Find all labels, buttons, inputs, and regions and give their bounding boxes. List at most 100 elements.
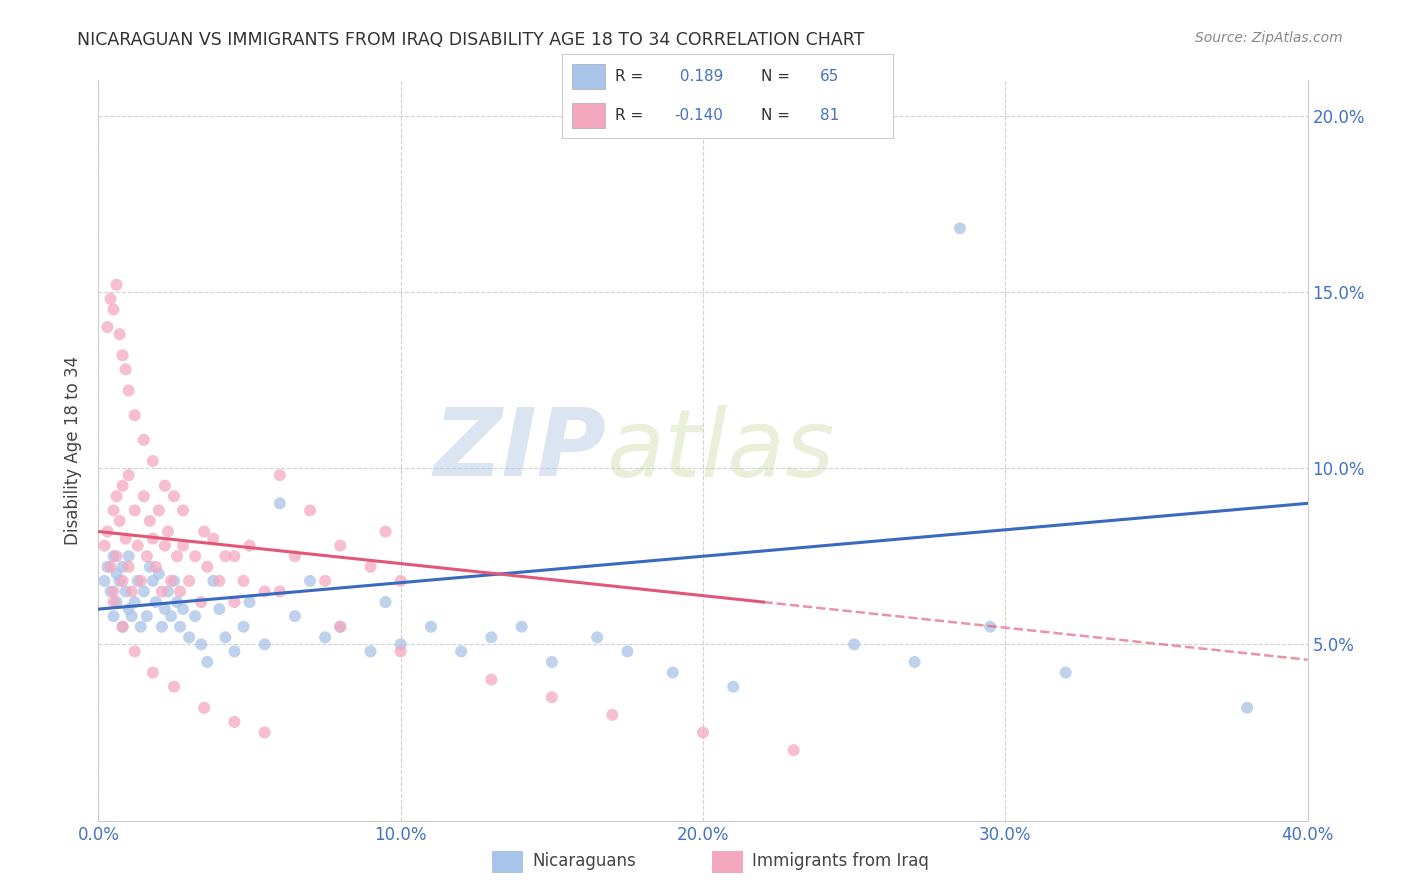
Point [540, 655, 562, 669]
Point [314, 574, 336, 588]
Point [269, 584, 291, 599]
Point [214, 630, 236, 644]
Point [96, 524, 118, 539]
Text: Immigrants from Iraq: Immigrants from Iraq [752, 852, 929, 871]
Point [195, 559, 218, 574]
Text: ZIP: ZIP [433, 404, 606, 497]
Point [105, 277, 128, 292]
Point [253, 584, 276, 599]
Point [253, 637, 276, 651]
Point [169, 620, 191, 634]
Point [661, 665, 683, 680]
Bar [711, 851, 744, 873]
Point [224, 714, 246, 729]
Point [214, 549, 236, 564]
Point [142, 665, 165, 680]
Point [124, 595, 146, 609]
Point [374, 595, 396, 609]
Point [163, 489, 186, 503]
Point [124, 503, 146, 517]
Point [616, 644, 638, 658]
Bar [572, 103, 606, 128]
Point [127, 539, 149, 553]
Point [374, 524, 396, 539]
Point [904, 655, 927, 669]
Point [193, 524, 215, 539]
Text: R =: R = [616, 108, 644, 123]
Point [329, 620, 352, 634]
Point [269, 468, 291, 483]
Point [118, 468, 141, 483]
Point [139, 514, 162, 528]
Point [111, 620, 134, 634]
Point [114, 532, 136, 546]
Point [172, 539, 194, 553]
Point [239, 539, 262, 553]
Point [166, 549, 188, 564]
Point [450, 644, 472, 658]
Point [190, 637, 212, 651]
Point [118, 549, 141, 564]
Bar [572, 63, 606, 89]
Point [103, 584, 125, 599]
Point [329, 539, 352, 553]
Point [132, 489, 155, 503]
Point [163, 680, 186, 694]
Point [269, 496, 291, 510]
Point [510, 620, 533, 634]
Point [103, 549, 125, 564]
Point [121, 609, 143, 624]
Point [139, 559, 162, 574]
Point [150, 584, 173, 599]
Point [111, 559, 134, 574]
Point [360, 559, 382, 574]
Point [105, 566, 128, 581]
Point [100, 292, 122, 306]
Point [949, 221, 972, 235]
Point [232, 620, 254, 634]
Text: Nicaraguans: Nicaraguans [531, 852, 636, 871]
Point [190, 595, 212, 609]
Point [163, 574, 186, 588]
Point [481, 630, 503, 644]
Point [602, 707, 624, 722]
Point [153, 479, 176, 493]
Text: Source: ZipAtlas.com: Source: ZipAtlas.com [1195, 31, 1343, 45]
Point [111, 620, 134, 634]
Point [96, 320, 118, 334]
Point [100, 559, 122, 574]
Text: N =: N = [761, 69, 790, 84]
Point [172, 602, 194, 616]
Point [118, 602, 141, 616]
Point [1054, 665, 1077, 680]
Point [148, 566, 170, 581]
Point [1236, 701, 1258, 715]
Point [105, 549, 128, 564]
Point [142, 454, 165, 468]
Point [124, 408, 146, 422]
Bar [492, 851, 523, 873]
Point [132, 584, 155, 599]
Point [142, 574, 165, 588]
Text: 81: 81 [820, 108, 839, 123]
Point [179, 630, 201, 644]
Text: R =: R = [616, 69, 644, 84]
Point [156, 584, 179, 599]
Point [184, 609, 207, 624]
Point [114, 362, 136, 376]
Point [184, 549, 207, 564]
Point [108, 514, 131, 528]
Point [135, 609, 157, 624]
Point [153, 602, 176, 616]
Point [224, 595, 246, 609]
Point [692, 725, 714, 739]
Point [389, 637, 412, 651]
Point [160, 574, 183, 588]
Point [96, 559, 118, 574]
Point [179, 574, 201, 588]
Point [169, 584, 191, 599]
Point [299, 503, 322, 517]
Point [979, 620, 1001, 634]
Point [108, 574, 131, 588]
Point [153, 539, 176, 553]
